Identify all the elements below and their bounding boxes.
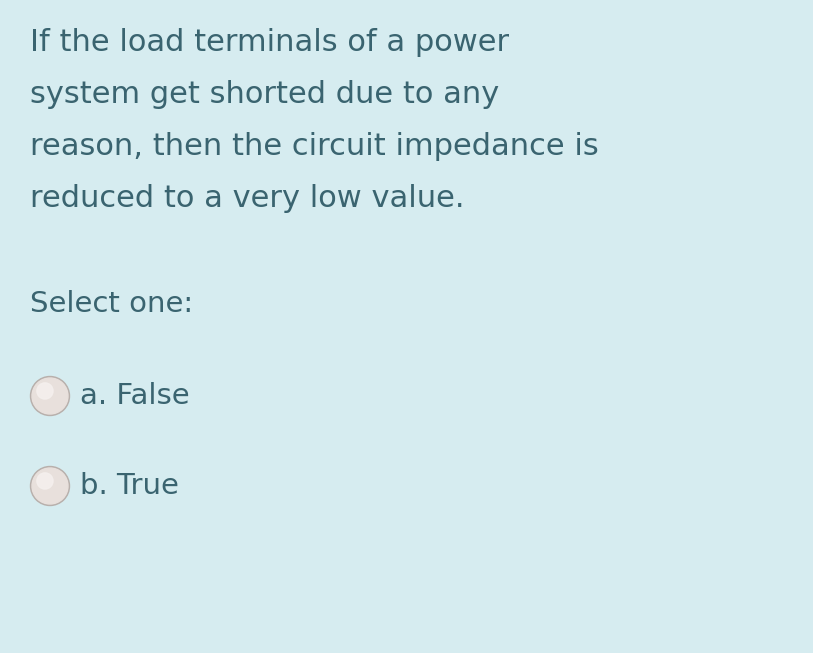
Text: b. True: b. True [80, 472, 179, 500]
Circle shape [32, 378, 68, 414]
Circle shape [31, 377, 69, 415]
Text: If the load terminals of a power: If the load terminals of a power [30, 28, 509, 57]
Text: reason, then the circuit impedance is: reason, then the circuit impedance is [30, 132, 598, 161]
Circle shape [32, 468, 68, 504]
Circle shape [37, 473, 53, 489]
Text: reduced to a very low value.: reduced to a very low value. [30, 184, 464, 213]
Circle shape [31, 466, 69, 505]
Text: a. False: a. False [80, 382, 189, 410]
Circle shape [37, 383, 53, 399]
Text: system get shorted due to any: system get shorted due to any [30, 80, 499, 109]
Text: Select one:: Select one: [30, 290, 193, 318]
